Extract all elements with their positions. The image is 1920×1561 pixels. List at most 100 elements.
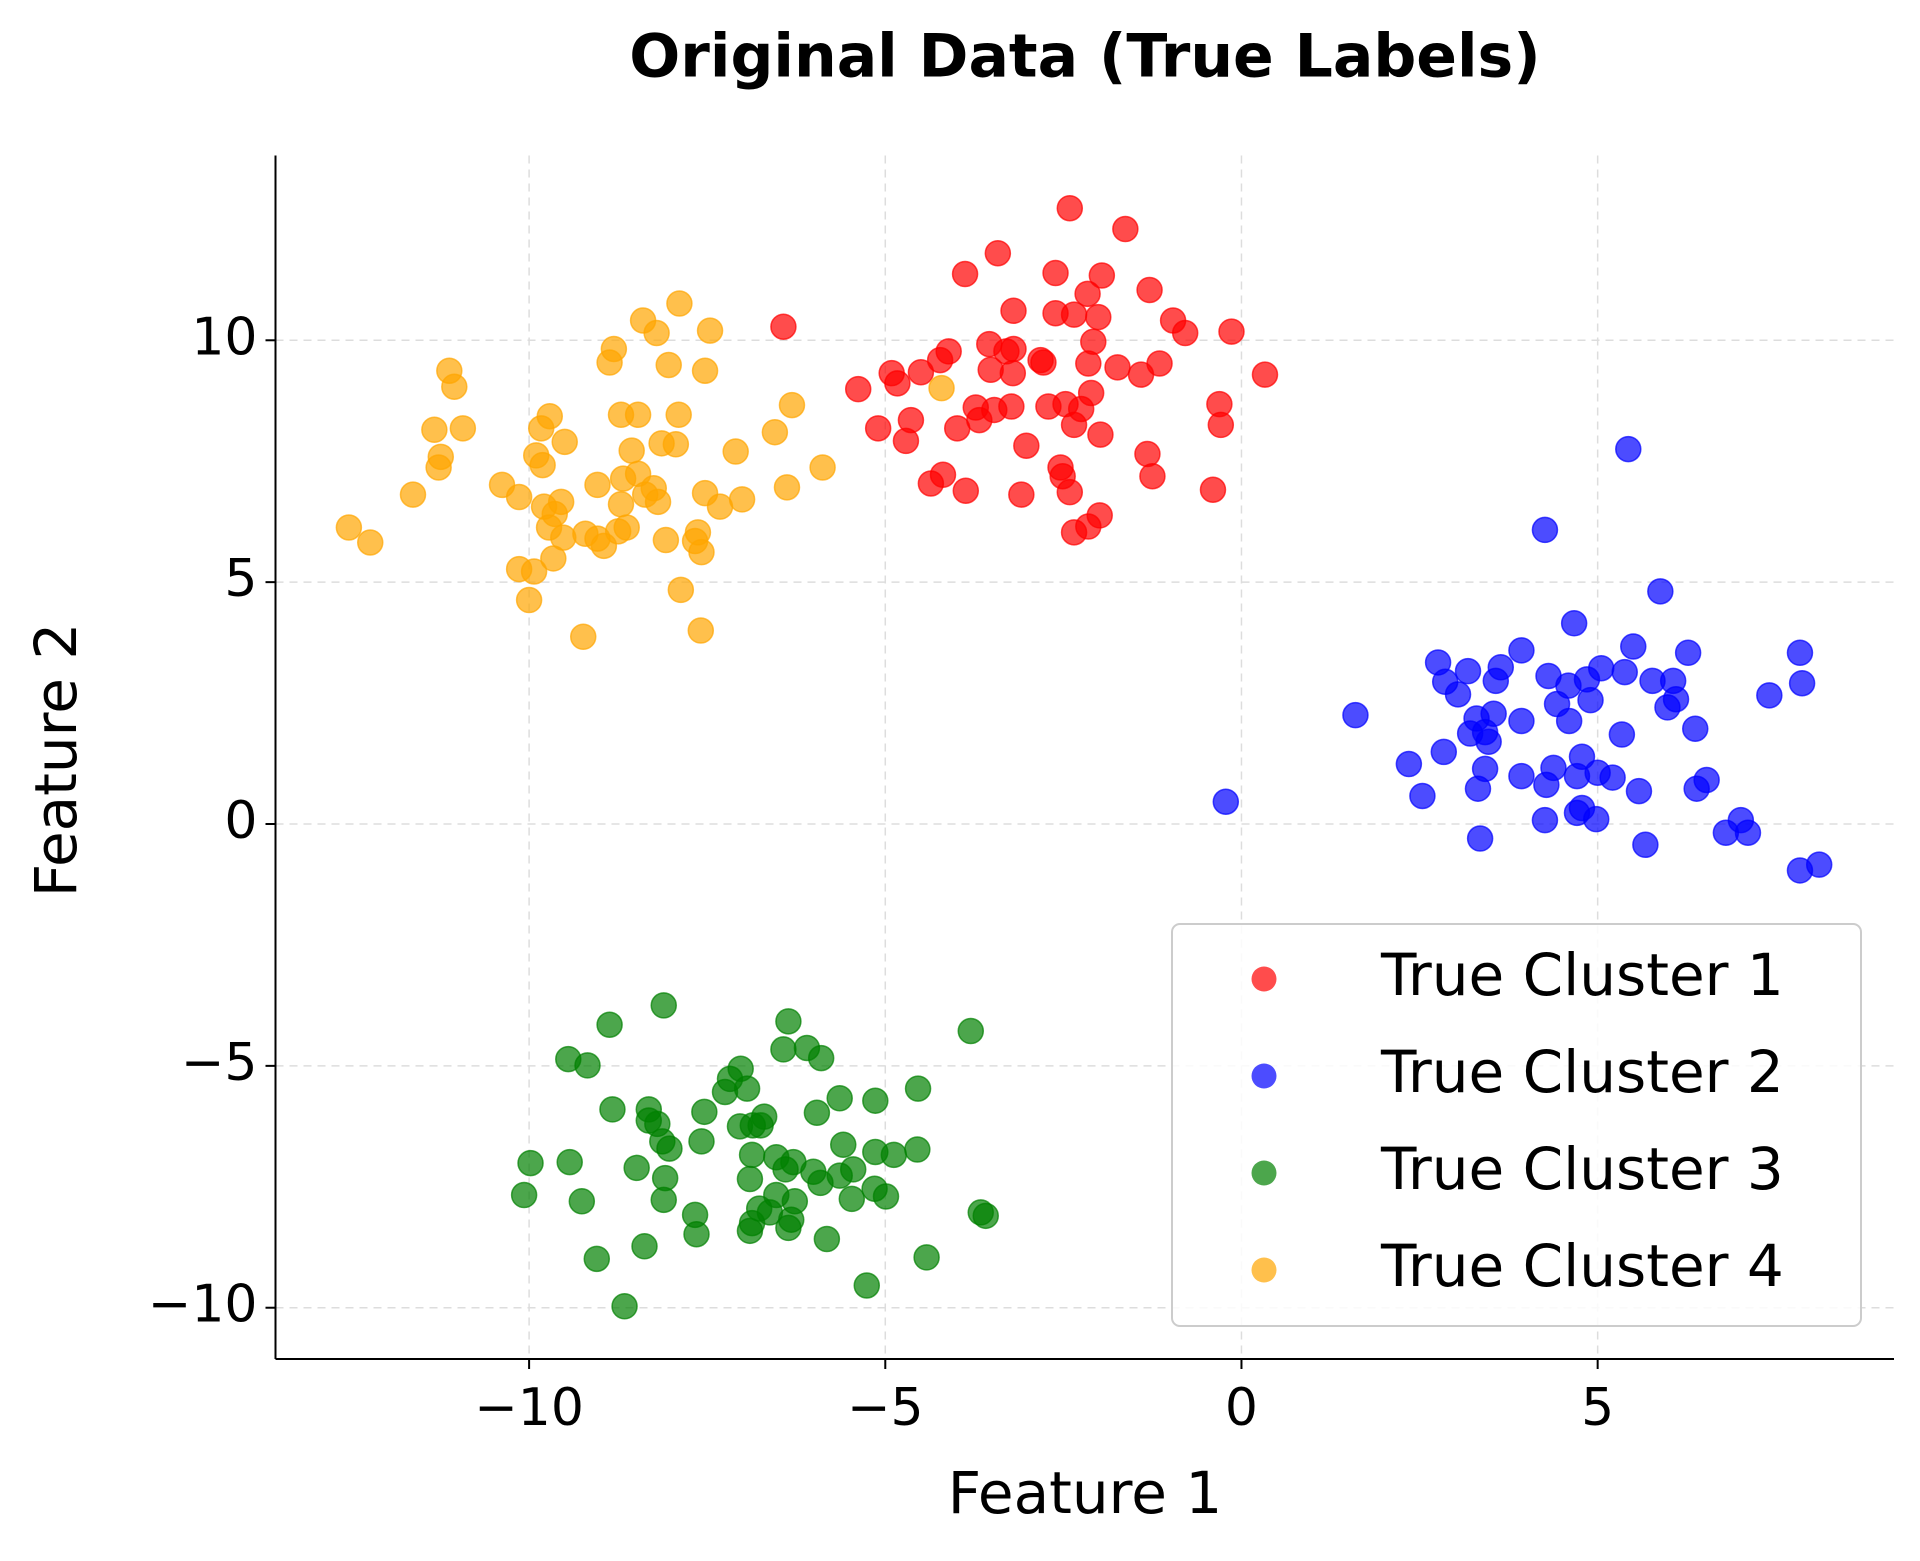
point: [515, 586, 543, 614]
point: [1134, 440, 1161, 468]
point: [864, 415, 892, 442]
legend-label: True Cluster 4: [1380, 1232, 1784, 1300]
legend-box: [1171, 923, 1862, 1327]
point: [761, 418, 789, 446]
point: [665, 401, 692, 429]
point: [650, 1186, 677, 1214]
point: [1471, 718, 1499, 746]
point: [739, 1112, 767, 1139]
point: [540, 545, 567, 572]
point: [1042, 259, 1069, 287]
point: [736, 1165, 764, 1193]
point: [688, 538, 715, 566]
point: [599, 1096, 626, 1123]
point: [1030, 349, 1057, 376]
point: [1683, 775, 1710, 802]
point: [425, 454, 452, 481]
point: [1060, 519, 1088, 546]
chart-title: Original Data (True Labels): [629, 22, 1540, 92]
point: [1212, 788, 1240, 816]
point: [770, 313, 797, 340]
y-tick-label: −10: [148, 1275, 258, 1335]
x-tick-label: −10: [474, 1378, 584, 1438]
point: [607, 491, 635, 518]
point: [1712, 819, 1740, 846]
y-tick-label: 0: [224, 791, 257, 851]
point: [807, 1044, 835, 1072]
point: [1056, 194, 1084, 222]
point: [1681, 715, 1709, 742]
point: [1199, 476, 1227, 504]
point: [775, 1214, 802, 1242]
point: [1786, 857, 1814, 884]
point: [650, 992, 677, 1019]
point: [568, 1188, 596, 1215]
point: [1104, 354, 1131, 381]
point: [1599, 764, 1626, 791]
point: [772, 1156, 799, 1183]
x-tick-label: 5: [1581, 1378, 1614, 1438]
legend-label: True Cluster 1: [1380, 941, 1784, 1009]
point: [667, 576, 695, 604]
point: [1088, 262, 1116, 289]
point: [952, 477, 980, 504]
point: [880, 1141, 908, 1169]
point: [623, 1154, 650, 1182]
point: [904, 1075, 932, 1102]
point: [775, 1008, 802, 1035]
point: [733, 1075, 761, 1102]
point: [1560, 610, 1588, 637]
point: [1786, 639, 1814, 667]
y-axis-label: Feature 2: [22, 623, 90, 898]
point: [966, 406, 993, 434]
y-tick-label: 5: [224, 549, 257, 609]
point: [356, 529, 384, 556]
point: [951, 260, 979, 288]
point: [1582, 805, 1610, 833]
point: [569, 623, 597, 651]
point: [1577, 686, 1604, 714]
point: [1464, 775, 1492, 802]
point: [977, 356, 1004, 384]
point: [1454, 657, 1482, 685]
point: [728, 486, 756, 513]
point: [609, 465, 637, 492]
y-tick-label: 10: [191, 307, 257, 367]
point: [1074, 280, 1101, 308]
point: [529, 451, 556, 479]
point: [1395, 750, 1423, 778]
point: [1531, 806, 1559, 834]
point: [770, 1036, 797, 1063]
point: [1171, 319, 1199, 347]
y-tick-label: −5: [181, 1033, 258, 1093]
point: [596, 1011, 623, 1038]
point: [652, 526, 680, 554]
point: [643, 319, 670, 347]
point: [1207, 411, 1235, 439]
point: [556, 1148, 583, 1176]
point: [1080, 328, 1107, 355]
point: [1647, 578, 1674, 605]
point: [1251, 361, 1279, 388]
point: [972, 1202, 999, 1230]
legend-marker: [1251, 966, 1277, 992]
point: [706, 493, 734, 520]
point: [441, 373, 468, 400]
point: [913, 1244, 940, 1271]
point: [1632, 831, 1659, 859]
point: [1060, 411, 1088, 439]
point: [421, 416, 448, 444]
legend-label: True Cluster 2: [1380, 1038, 1784, 1106]
point: [1508, 762, 1535, 790]
point: [1136, 276, 1163, 304]
point: [583, 1245, 611, 1273]
point: [917, 470, 945, 497]
point: [505, 483, 533, 511]
point: [696, 317, 724, 344]
point: [1075, 350, 1102, 377]
point: [984, 239, 1012, 267]
x-tick-label: 0: [1225, 1378, 1258, 1438]
point: [813, 1225, 841, 1253]
point: [844, 375, 872, 403]
point: [1060, 301, 1088, 328]
